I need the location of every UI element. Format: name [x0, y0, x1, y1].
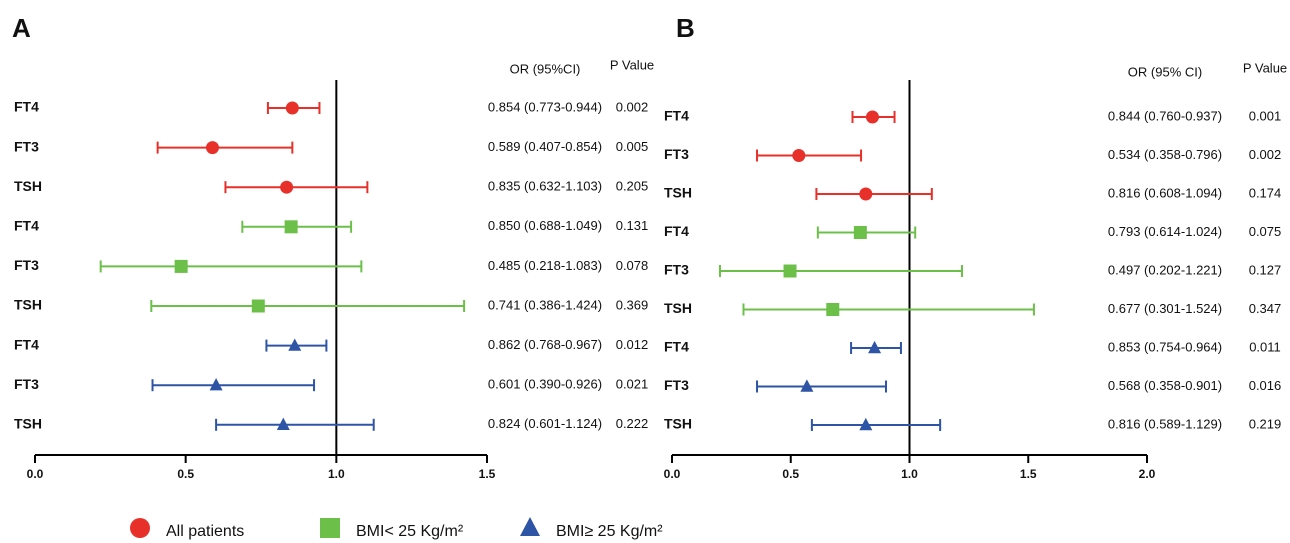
or-label: 0.816 (0.608-1.094) — [1108, 185, 1222, 200]
marker — [285, 101, 299, 115]
marker — [859, 187, 873, 201]
p-value: 0.174 — [1249, 185, 1282, 200]
p-value: 0.347 — [1249, 301, 1282, 316]
x-tick-label: 0.0 — [27, 467, 44, 481]
marker — [251, 299, 265, 313]
panel-label: B — [676, 13, 695, 43]
or-label: 0.862 (0.768-0.967) — [488, 337, 602, 352]
p-value: 0.016 — [1249, 378, 1282, 393]
p-value: 0.369 — [616, 297, 649, 312]
marker — [276, 417, 290, 430]
p-value: 0.219 — [1249, 416, 1282, 431]
marker — [209, 378, 223, 391]
row-label: TSH — [664, 416, 692, 432]
x-tick-label: 1.5 — [1020, 467, 1037, 481]
p-value: 0.005 — [616, 139, 649, 154]
marker — [520, 517, 540, 536]
p-value: 0.205 — [616, 179, 649, 194]
x-tick-label: 0.5 — [177, 467, 194, 481]
p-value: 0.001 — [1249, 108, 1282, 123]
p-value: 0.131 — [616, 218, 649, 233]
p-value: 0.127 — [1249, 262, 1282, 277]
p-value: 0.011 — [1249, 339, 1281, 354]
p-value: 0.078 — [616, 258, 649, 273]
row-label: TSH — [14, 416, 42, 432]
legend-label: BMI≥ 25 Kg/m² — [556, 523, 663, 540]
or-label: 0.844 (0.760-0.937) — [1108, 108, 1222, 123]
row-label: FT3 — [14, 257, 39, 273]
marker — [792, 149, 806, 162]
row-label: TSH — [664, 185, 692, 201]
or-label: 0.816 (0.589-1.129) — [1108, 416, 1222, 431]
or-label: 0.568 (0.358-0.901) — [1108, 378, 1222, 393]
row-label: FT3 — [664, 377, 689, 393]
panel-label: A — [12, 13, 31, 43]
or-label: 0.601 (0.390-0.926) — [488, 377, 602, 392]
legend-label: BMI< 25 Kg/m² — [356, 523, 464, 540]
row-label: FT4 — [664, 223, 689, 239]
p-value: 0.075 — [1249, 224, 1282, 239]
or-label: 0.850 (0.688-1.049) — [488, 218, 602, 233]
p-value: 0.222 — [616, 416, 649, 431]
row-label: FT4 — [664, 108, 689, 124]
marker — [284, 220, 298, 234]
row-label: TSH — [14, 297, 42, 313]
row-label: FT3 — [14, 376, 39, 392]
marker — [320, 518, 340, 538]
row-label: FT3 — [664, 146, 689, 162]
p-value: 0.002 — [616, 99, 649, 114]
marker — [868, 340, 882, 354]
or-label: 0.497 (0.202-1.221) — [1108, 262, 1222, 277]
p-header: P Value — [1243, 60, 1287, 75]
or-label: 0.835 (0.632-1.103) — [488, 179, 602, 194]
p-header: P Value — [610, 57, 654, 72]
row-label: FT4 — [664, 339, 689, 355]
marker — [130, 518, 150, 538]
or-label: 0.534 (0.358-0.796) — [1108, 147, 1222, 162]
row-label: FT3 — [664, 262, 689, 278]
marker — [865, 110, 879, 124]
row-label: FT3 — [14, 138, 39, 154]
or-label: 0.741 (0.386-1.424) — [488, 297, 602, 312]
p-value: 0.021 — [616, 377, 649, 392]
or-label: 0.793 (0.614-1.024) — [1108, 224, 1222, 239]
marker — [205, 141, 219, 155]
marker — [280, 180, 294, 194]
or-label: 0.485 (0.218-1.083) — [488, 258, 602, 273]
marker — [800, 379, 814, 392]
marker — [174, 259, 188, 273]
row-label: TSH — [14, 178, 42, 194]
x-tick-label: 1.0 — [901, 467, 918, 481]
x-tick-label: 2.0 — [1139, 467, 1156, 481]
row-label: FT4 — [14, 218, 39, 234]
p-value: 0.002 — [1249, 147, 1282, 162]
or-header: OR (95% CI) — [1128, 64, 1202, 79]
row-label: FT4 — [14, 336, 39, 352]
x-tick-label: 0.0 — [664, 467, 681, 481]
or-label: 0.677 (0.301-1.524) — [1108, 301, 1222, 316]
marker — [288, 338, 302, 351]
or-header: OR (95%CI) — [510, 61, 581, 76]
row-label: FT4 — [14, 99, 39, 115]
or-label: 0.589 (0.407-0.854) — [488, 139, 602, 154]
or-label: 0.824 (0.601-1.124) — [488, 416, 602, 431]
x-tick-label: 1.5 — [479, 467, 496, 481]
or-label: 0.854 (0.773-0.944) — [488, 99, 602, 114]
x-tick-label: 0.5 — [782, 467, 799, 481]
or-label: 0.853 (0.754-0.964) — [1108, 339, 1222, 354]
marker — [853, 226, 867, 239]
legend-label: All patients — [166, 523, 244, 540]
marker — [783, 264, 797, 278]
marker — [859, 417, 873, 431]
marker — [826, 303, 840, 316]
x-tick-label: 1.0 — [328, 467, 345, 481]
row-label: TSH — [664, 300, 692, 316]
p-value: 0.012 — [616, 337, 649, 352]
